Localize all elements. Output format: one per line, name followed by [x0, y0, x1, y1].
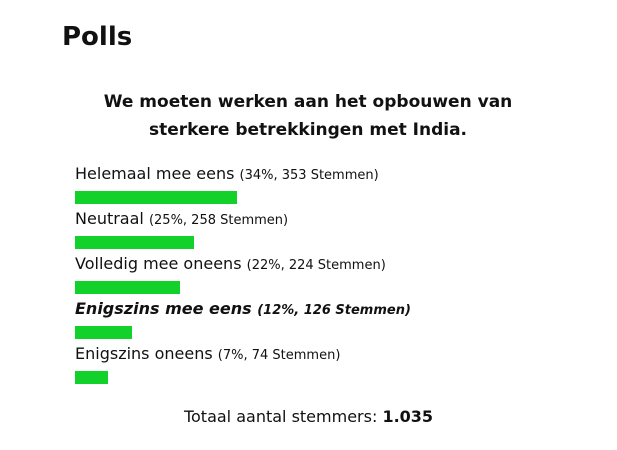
option-label: Volledig mee oneens: [75, 254, 242, 273]
poll-question: We moeten werken aan het opbouwen van st…: [103, 92, 513, 140]
option-bar: [75, 326, 133, 339]
option-bar: [75, 371, 109, 384]
option-text: Volledig mee oneens (22%, 224 Stemmen): [75, 252, 551, 278]
option-label: Enigszins oneens: [75, 344, 213, 363]
option-label: Enigszins mee eens: [75, 299, 252, 318]
poll-option: Enigszins mee eens (12%, 126 Stemmen): [75, 297, 551, 342]
option-text: Neutraal (25%, 258 Stemmen): [75, 207, 551, 233]
page-title: Polls: [62, 22, 133, 52]
option-detail: (12%, 126 Stemmen): [257, 303, 411, 318]
option-detail: (22%, 224 Stemmen): [246, 258, 386, 273]
poll-option: Neutraal (25%, 258 Stemmen): [75, 207, 551, 252]
poll-option: Enigszins oneens (7%, 74 Stemmen): [75, 342, 551, 387]
total-label: Totaal aantal stemmers:: [183, 407, 378, 426]
option-text: Enigszins mee eens (12%, 126 Stemmen): [75, 297, 551, 323]
option-label: Helemaal mee eens: [75, 164, 235, 183]
poll-total: Totaal aantal stemmers: 1.035: [0, 407, 617, 426]
option-text: Enigszins oneens (7%, 74 Stemmen): [75, 342, 551, 368]
option-bar: [75, 281, 180, 294]
option-bar: [75, 236, 194, 249]
option-label: Neutraal: [75, 209, 144, 228]
option-text: Helemaal mee eens (34%, 353 Stemmen): [75, 162, 551, 188]
poll-options: Helemaal mee eens (34%, 353 Stemmen) Neut…: [75, 162, 551, 387]
poll-option: Helemaal mee eens (34%, 353 Stemmen): [75, 162, 551, 207]
option-bar: [75, 191, 237, 204]
option-detail: (25%, 258 Stemmen): [148, 213, 289, 228]
option-detail: (34%, 353 Stemmen): [239, 168, 379, 183]
poll-option: Volledig mee oneens (22%, 224 Stemmen): [75, 252, 551, 297]
option-detail: (7%, 74 Stemmen): [217, 348, 341, 363]
total-value: 1.035: [382, 407, 434, 426]
